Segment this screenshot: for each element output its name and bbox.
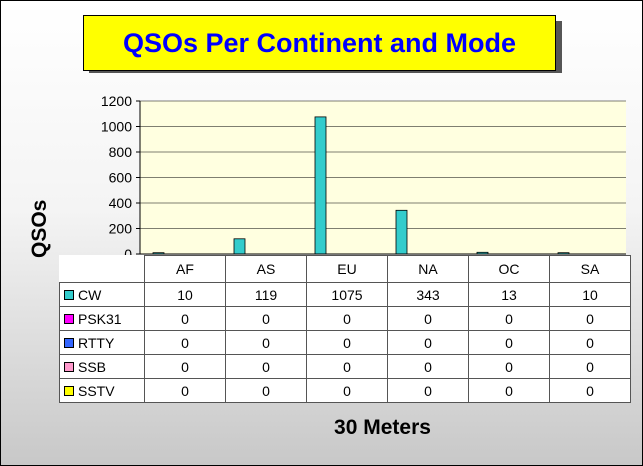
- table-cell: 13: [468, 282, 550, 307]
- table-cell: 0: [387, 354, 469, 379]
- table-cell: 0: [225, 306, 307, 331]
- table-cell: 0: [468, 306, 550, 331]
- category-label-af: AF: [144, 255, 226, 283]
- table-cell: 0: [144, 378, 226, 403]
- table-cell: 0: [225, 354, 307, 379]
- table-cell: 0: [549, 330, 631, 355]
- table-cell: 10: [144, 282, 226, 307]
- data-table: AF AS EU NA OC SA CW 10 119 1075 343 13 10 PSK31 0 0 0 0…: [59, 255, 631, 403]
- series-name: CW: [78, 286, 102, 303]
- series-row-cw: CW 10 119 1075 343 13 10: [59, 282, 631, 307]
- table-cell: 0: [549, 306, 631, 331]
- bar-cw-as: [233, 238, 246, 255]
- category-label-na: NA: [387, 255, 469, 283]
- y-axis-ticks: 0 200 400 600 800 1000 1200: [101, 93, 140, 262]
- y-tick-label: 1200: [101, 93, 132, 109]
- series-name: PSK31: [78, 310, 122, 327]
- legend-entry-psk31: PSK31: [59, 306, 145, 331]
- category-label-oc: OC: [468, 255, 550, 283]
- legend-entry-rtty: RTTY: [59, 330, 145, 355]
- series-row-psk31: PSK31 0 0 0 0 0 0: [59, 306, 631, 331]
- category-label-as: AS: [225, 255, 307, 283]
- table-cell: 0: [549, 378, 631, 403]
- y-tick-label: 400: [109, 195, 133, 211]
- table-cell: 343: [387, 282, 469, 307]
- table-cell: 10: [549, 282, 631, 307]
- category-header-row: AF AS EU NA OC SA: [59, 255, 631, 283]
- series-name: SSB: [78, 358, 107, 375]
- series-name: RTTY: [78, 334, 115, 351]
- category-label-sa: SA: [549, 255, 631, 283]
- legend-swatch: [64, 361, 74, 372]
- series-name: SSTV: [78, 382, 115, 399]
- table-cell: 0: [225, 330, 307, 355]
- table-cell: 1075: [306, 282, 388, 307]
- table-cell: 0: [387, 330, 469, 355]
- y-tick-label: 200: [109, 221, 133, 237]
- legend-swatch: [64, 385, 74, 396]
- table-cell: 0: [144, 354, 226, 379]
- gridlines: [140, 100, 626, 229]
- table-cell: 0: [306, 354, 388, 379]
- series-row-rtty: RTTY 0 0 0 0 0 0: [59, 330, 631, 355]
- table-cell: 0: [306, 306, 388, 331]
- table-corner: [59, 255, 145, 283]
- table-cell: 0: [306, 330, 388, 355]
- table-cell: 0: [144, 306, 226, 331]
- legend-swatch: [64, 337, 74, 348]
- chart-title: QSOs Per Continent and Mode: [83, 15, 556, 71]
- table-cell: 0: [468, 330, 550, 355]
- legend-swatch: [64, 289, 74, 300]
- table-cell: 119: [225, 282, 307, 307]
- table-cell: 0: [387, 378, 469, 403]
- category-label-eu: EU: [306, 255, 388, 283]
- legend-entry-sstv: SSTV: [59, 378, 145, 403]
- bar-cw-eu: [314, 116, 327, 255]
- table-cell: 0: [468, 378, 550, 403]
- series-row-ssb: SSB 0 0 0 0 0 0: [59, 354, 631, 379]
- y-tick-label: 0: [124, 246, 132, 262]
- series-row-sstv: SSTV 0 0 0 0 0 0: [59, 378, 631, 403]
- y-tick-label: 1000: [101, 119, 132, 135]
- table-cell: 0: [144, 330, 226, 355]
- legend-swatch: [64, 313, 74, 324]
- table-cell: 0: [225, 378, 307, 403]
- table-cell: 0: [468, 354, 550, 379]
- table-cell: 0: [387, 306, 469, 331]
- legend-entry-ssb: SSB: [59, 354, 145, 379]
- legend-entry-cw: CW: [59, 282, 145, 307]
- x-axis-label: 30 Meters: [334, 416, 431, 439]
- bar-cw-na: [395, 209, 408, 255]
- y-tick-label: 600: [109, 170, 133, 186]
- table-cell: 0: [549, 354, 631, 379]
- y-tick-label: 800: [109, 144, 133, 160]
- table-cell: 0: [306, 378, 388, 403]
